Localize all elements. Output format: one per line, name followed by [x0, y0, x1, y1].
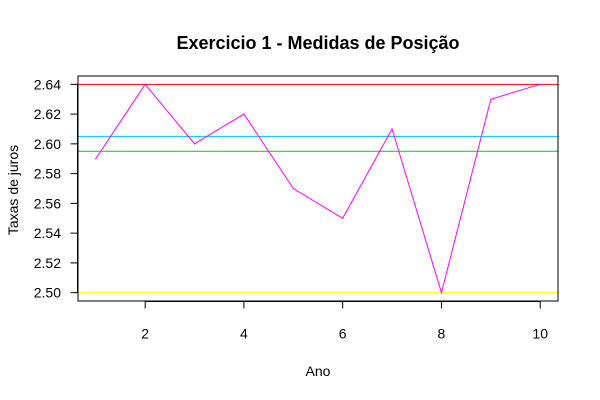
data-point	[144, 83, 146, 85]
y-tick-label: 2.52	[34, 255, 61, 271]
y-tick-label: 2.50	[34, 285, 61, 301]
y-tick-label: 2.60	[34, 136, 61, 152]
data-point	[391, 128, 393, 130]
y-tick-label: 2.54	[34, 225, 61, 241]
x-axis-label: Ano	[306, 363, 331, 379]
data-point	[490, 98, 492, 100]
x-axis: 2 4 6 8 10	[141, 301, 548, 342]
data-point	[342, 217, 344, 219]
data-point	[95, 158, 97, 160]
plot-frame	[77, 75, 559, 302]
y-tick-label: 2.56	[34, 195, 61, 211]
data-point	[440, 292, 443, 294]
plot-area	[77, 75, 559, 302]
series-layer	[95, 83, 541, 295]
y-axis-label: Taxas de juros	[5, 145, 21, 235]
x-tick-label: 4	[240, 326, 248, 342]
y-tick-label: 2.62	[34, 106, 61, 122]
y-axis: 2.50 2.52 2.54 2.56 2.58 2.60 2.62 2.64	[34, 76, 78, 301]
data-point	[292, 187, 294, 190]
x-tick-label: 6	[339, 326, 347, 342]
reference-lines	[78, 83, 558, 294]
x-tick-label: 10	[532, 326, 548, 342]
x-tick-label: 2	[141, 326, 149, 342]
series-line-0	[95, 83, 541, 295]
x-tick-label: 8	[438, 326, 446, 342]
y-tick-label: 2.58	[34, 166, 61, 182]
data-point	[243, 113, 245, 115]
data-point	[193, 143, 196, 145]
chart-title: Exercicio 1 - Medidas de Posição	[176, 33, 459, 53]
data-point	[539, 83, 541, 85]
y-tick-label: 2.64	[34, 76, 61, 92]
